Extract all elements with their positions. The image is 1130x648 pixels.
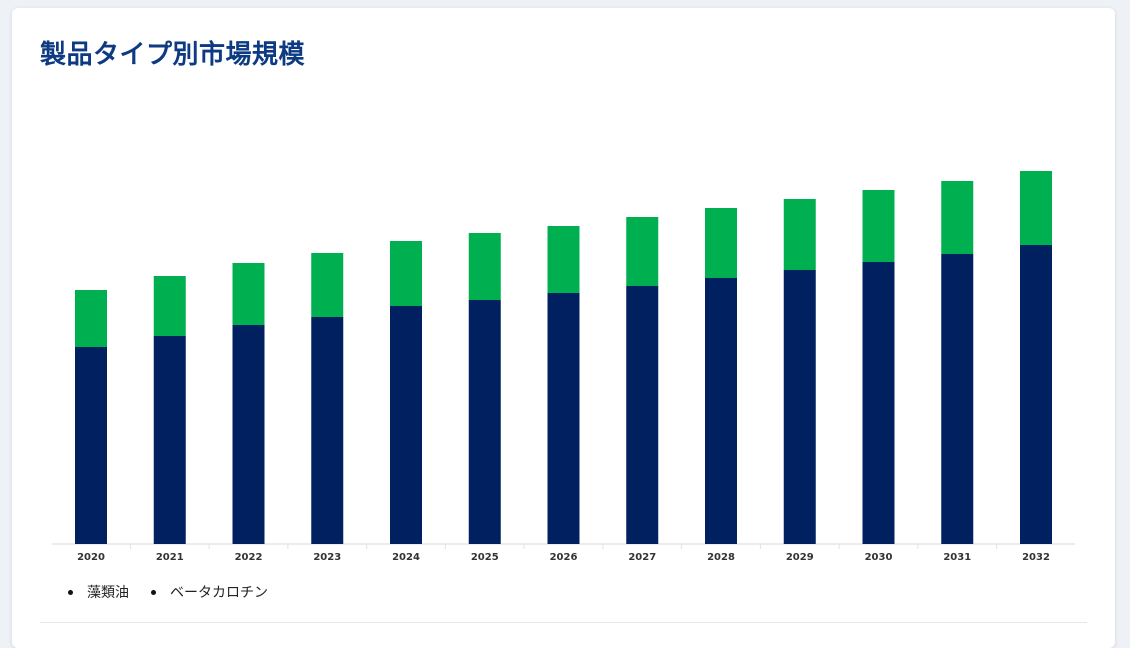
bar-algal-oil-2024[interactable] [390,306,422,544]
x-tick-label: 2021 [156,552,184,563]
chart-card: 製品タイプ別市場規模 2020 2021 2022 2023 2024 2025 2026 2… [12,8,1115,648]
x-tick-label: 2024 [392,552,420,563]
x-tick-label: 2022 [235,552,263,563]
divider [40,622,1087,623]
bullet-icon [151,589,156,595]
legend-item-algal-oil[interactable]: 藻類油 [68,582,129,602]
bar-beta-carotene-2020[interactable] [75,290,107,347]
bar-algal-oil-2022[interactable] [232,325,265,544]
x-tick-label: 2032 [1022,552,1050,563]
legend-item-beta-carotene[interactable]: ベータカロチン [151,582,268,602]
bar-algal-oil-2026[interactable] [547,293,580,544]
x-tick-label: 2029 [786,552,814,563]
x-tick-label: 2020 [77,552,105,563]
legend-label: 藻類油 [87,585,129,601]
x-tick-label: 2028 [707,552,735,563]
bar-algal-oil-2029[interactable] [783,270,816,544]
bar-chart: 2020 2021 2022 2023 2024 2025 2026 2027 2028 2029… [52,171,1075,563]
legend: 藻類油 ベータカロチン [68,582,268,602]
x-tick-label: 2027 [628,552,656,563]
chart-title: 製品タイプ別市場規模 [40,40,306,70]
bar-algal-oil-2030[interactable] [862,262,895,544]
x-tick-label: 2025 [471,552,499,563]
bar-algal-oil-2032[interactable] [1020,245,1052,544]
bar-beta-carotene-2025[interactable] [468,233,501,300]
bar-beta-carotene-2026[interactable] [547,226,580,293]
bullet-icon [68,589,73,595]
bar-beta-carotene-2027[interactable] [626,217,659,286]
bar-beta-carotene-2024[interactable] [390,241,422,306]
x-tick-label: 2030 [865,552,893,563]
bar-beta-carotene-2029[interactable] [783,199,816,270]
bar-beta-carotene-2028[interactable] [705,208,737,278]
bar-beta-carotene-2023[interactable] [311,253,344,317]
bar-algal-oil-2028[interactable] [705,278,737,544]
bar-beta-carotene-2031[interactable] [941,181,974,254]
bar-algal-oil-2031[interactable] [941,254,974,544]
bar-beta-carotene-2021[interactable] [153,276,186,336]
bar-algal-oil-2027[interactable] [626,286,659,544]
bar-algal-oil-2025[interactable] [468,300,501,544]
x-tick-label: 2026 [550,552,578,563]
bar-algal-oil-2021[interactable] [153,336,186,544]
bar-algal-oil-2020[interactable] [75,347,107,544]
bar-beta-carotene-2030[interactable] [862,190,895,262]
bar-beta-carotene-2032[interactable] [1020,171,1052,245]
x-tick-label: 2023 [313,552,341,563]
bar-algal-oil-2023[interactable] [311,317,344,544]
x-tick-label: 2031 [943,552,971,563]
legend-label: ベータカロチン [170,585,268,601]
bar-beta-carotene-2022[interactable] [232,263,265,325]
